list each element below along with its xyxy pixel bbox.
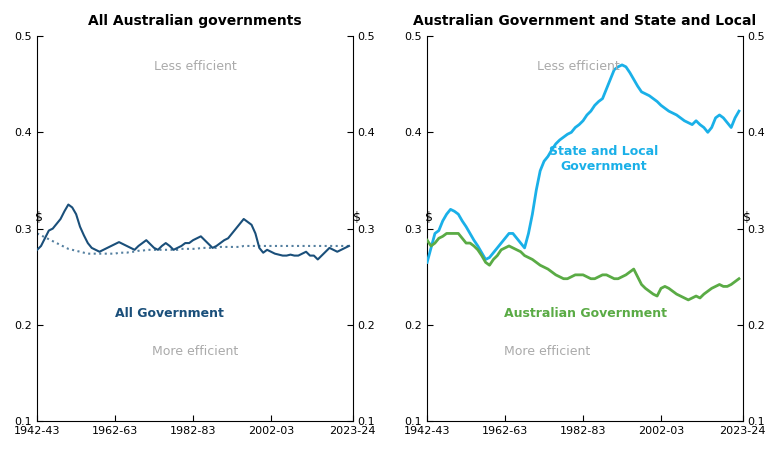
Text: Less efficient: Less efficient bbox=[154, 60, 236, 73]
Text: $: $ bbox=[743, 211, 751, 224]
Text: $: $ bbox=[425, 211, 433, 224]
Text: Australian Government: Australian Government bbox=[504, 307, 666, 320]
Title: All Australian governments: All Australian governments bbox=[88, 14, 302, 28]
Text: $: $ bbox=[353, 211, 361, 224]
Text: More efficient: More efficient bbox=[152, 346, 238, 358]
Text: State and Local
Government: State and Local Government bbox=[549, 145, 658, 173]
Text: $: $ bbox=[35, 211, 43, 224]
Text: Less efficient: Less efficient bbox=[537, 60, 620, 73]
Text: More efficient: More efficient bbox=[504, 346, 590, 358]
Title: Australian Government and State and Local: Australian Government and State and Loca… bbox=[413, 14, 757, 28]
Text: All Government: All Government bbox=[115, 307, 224, 320]
